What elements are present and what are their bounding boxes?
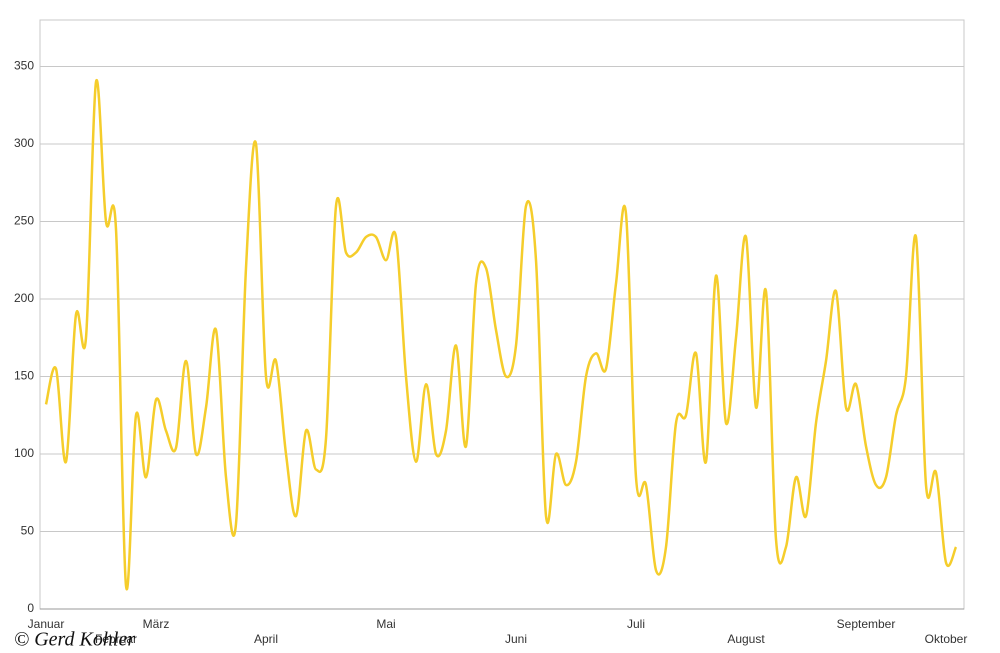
credit: © Gerd Kohler <box>14 629 135 651</box>
y-tick-label: 250 <box>14 214 34 228</box>
plot-frame <box>39 19 965 610</box>
x-tick-label: Juli <box>627 617 645 631</box>
x-tick-label: März <box>143 617 170 631</box>
x-tick-label: August <box>727 632 765 646</box>
y-tick-label: 150 <box>14 369 34 383</box>
y-tick-label: 200 <box>14 291 34 305</box>
y-tick-label: 300 <box>14 136 34 150</box>
x-tick-label: Oktober <box>925 632 968 646</box>
y-tick-label: 50 <box>21 524 35 538</box>
data-line <box>44 78 958 591</box>
y-tick-label: 100 <box>14 446 34 460</box>
x-tick-label: September <box>837 617 896 631</box>
x-tick-label: April <box>254 632 278 646</box>
x-tick-label: Februar <box>95 632 137 646</box>
y-tick-label: 0 <box>27 601 34 615</box>
y-tick-label: 350 <box>14 59 34 73</box>
x-tick-label: Juni <box>505 632 527 646</box>
x-tick-label: Mai <box>376 617 395 631</box>
x-tick-label: Januar <box>28 617 65 631</box>
